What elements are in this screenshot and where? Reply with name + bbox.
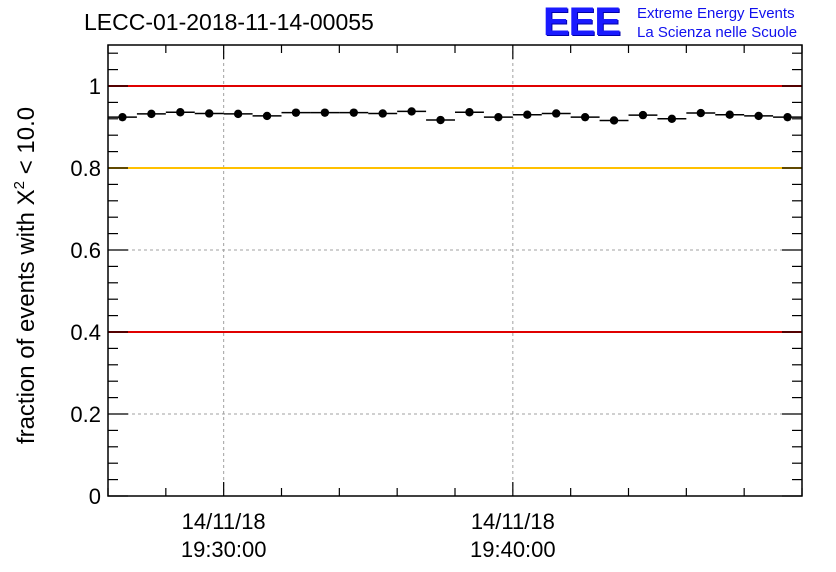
y-axis-label: fraction of events with X2 < 10.0	[11, 107, 40, 444]
y-tick-label: 0.4	[70, 320, 101, 345]
x-tick-time-label: 19:40:00	[470, 537, 556, 562]
data-point	[725, 110, 734, 119]
data-point	[552, 109, 561, 118]
reference-lines	[108, 85, 802, 333]
data-point	[291, 108, 301, 117]
x-tick-date-label: 14/11/18	[182, 509, 266, 534]
y-tick-label: 1	[89, 74, 101, 99]
data-point	[205, 109, 214, 118]
data-point	[667, 114, 677, 124]
data-point	[118, 112, 127, 122]
data-point	[233, 109, 243, 119]
data-point	[638, 110, 648, 120]
x-tick-date-label: 14/11/18	[471, 509, 555, 534]
data-point	[407, 107, 416, 116]
data-point	[436, 115, 445, 125]
data-point	[609, 116, 619, 125]
logo-mark: EEE	[543, 0, 621, 44]
data-point	[754, 111, 763, 121]
y-axis-label-sup: 2	[11, 181, 28, 189]
chart-title: LECC-01-2018-11-14-00055	[84, 9, 374, 35]
data-point	[465, 108, 474, 117]
data-point	[378, 109, 387, 118]
y-tick-label: 0.6	[70, 238, 101, 263]
data-point	[320, 108, 330, 117]
x-tick-time-label: 19:30:00	[181, 537, 267, 562]
logo-line-2: La Scienza nelle Scuole	[637, 24, 798, 41]
y-tick-label: 0.8	[70, 156, 101, 181]
y-axis-label-suffix: < 10.0	[13, 107, 40, 181]
y-axis-label-prefix: fraction of events with	[13, 205, 40, 444]
data-point	[580, 112, 590, 122]
data-point	[262, 111, 272, 121]
data-point	[349, 108, 358, 117]
y-tick-label: 0	[89, 484, 101, 509]
data-point	[696, 108, 705, 118]
data-point	[176, 108, 185, 117]
data-point	[147, 109, 156, 119]
axis-ticks: 0 0.2 0.4 0.6 0.8 1 14/11/18 19:30:00 14/11/18 19…	[70, 45, 803, 562]
y-tick-label: 0.2	[70, 402, 101, 427]
logo-line-1: Extreme Energy Events	[637, 5, 795, 22]
y-axis-label-symbol: X	[13, 189, 40, 205]
data-point	[783, 112, 792, 122]
data-points	[108, 107, 802, 125]
eee-logo: EEE Extreme Energy Events La Scienza nel…	[543, 0, 833, 44]
data-point	[494, 112, 503, 122]
data-point	[523, 110, 532, 119]
